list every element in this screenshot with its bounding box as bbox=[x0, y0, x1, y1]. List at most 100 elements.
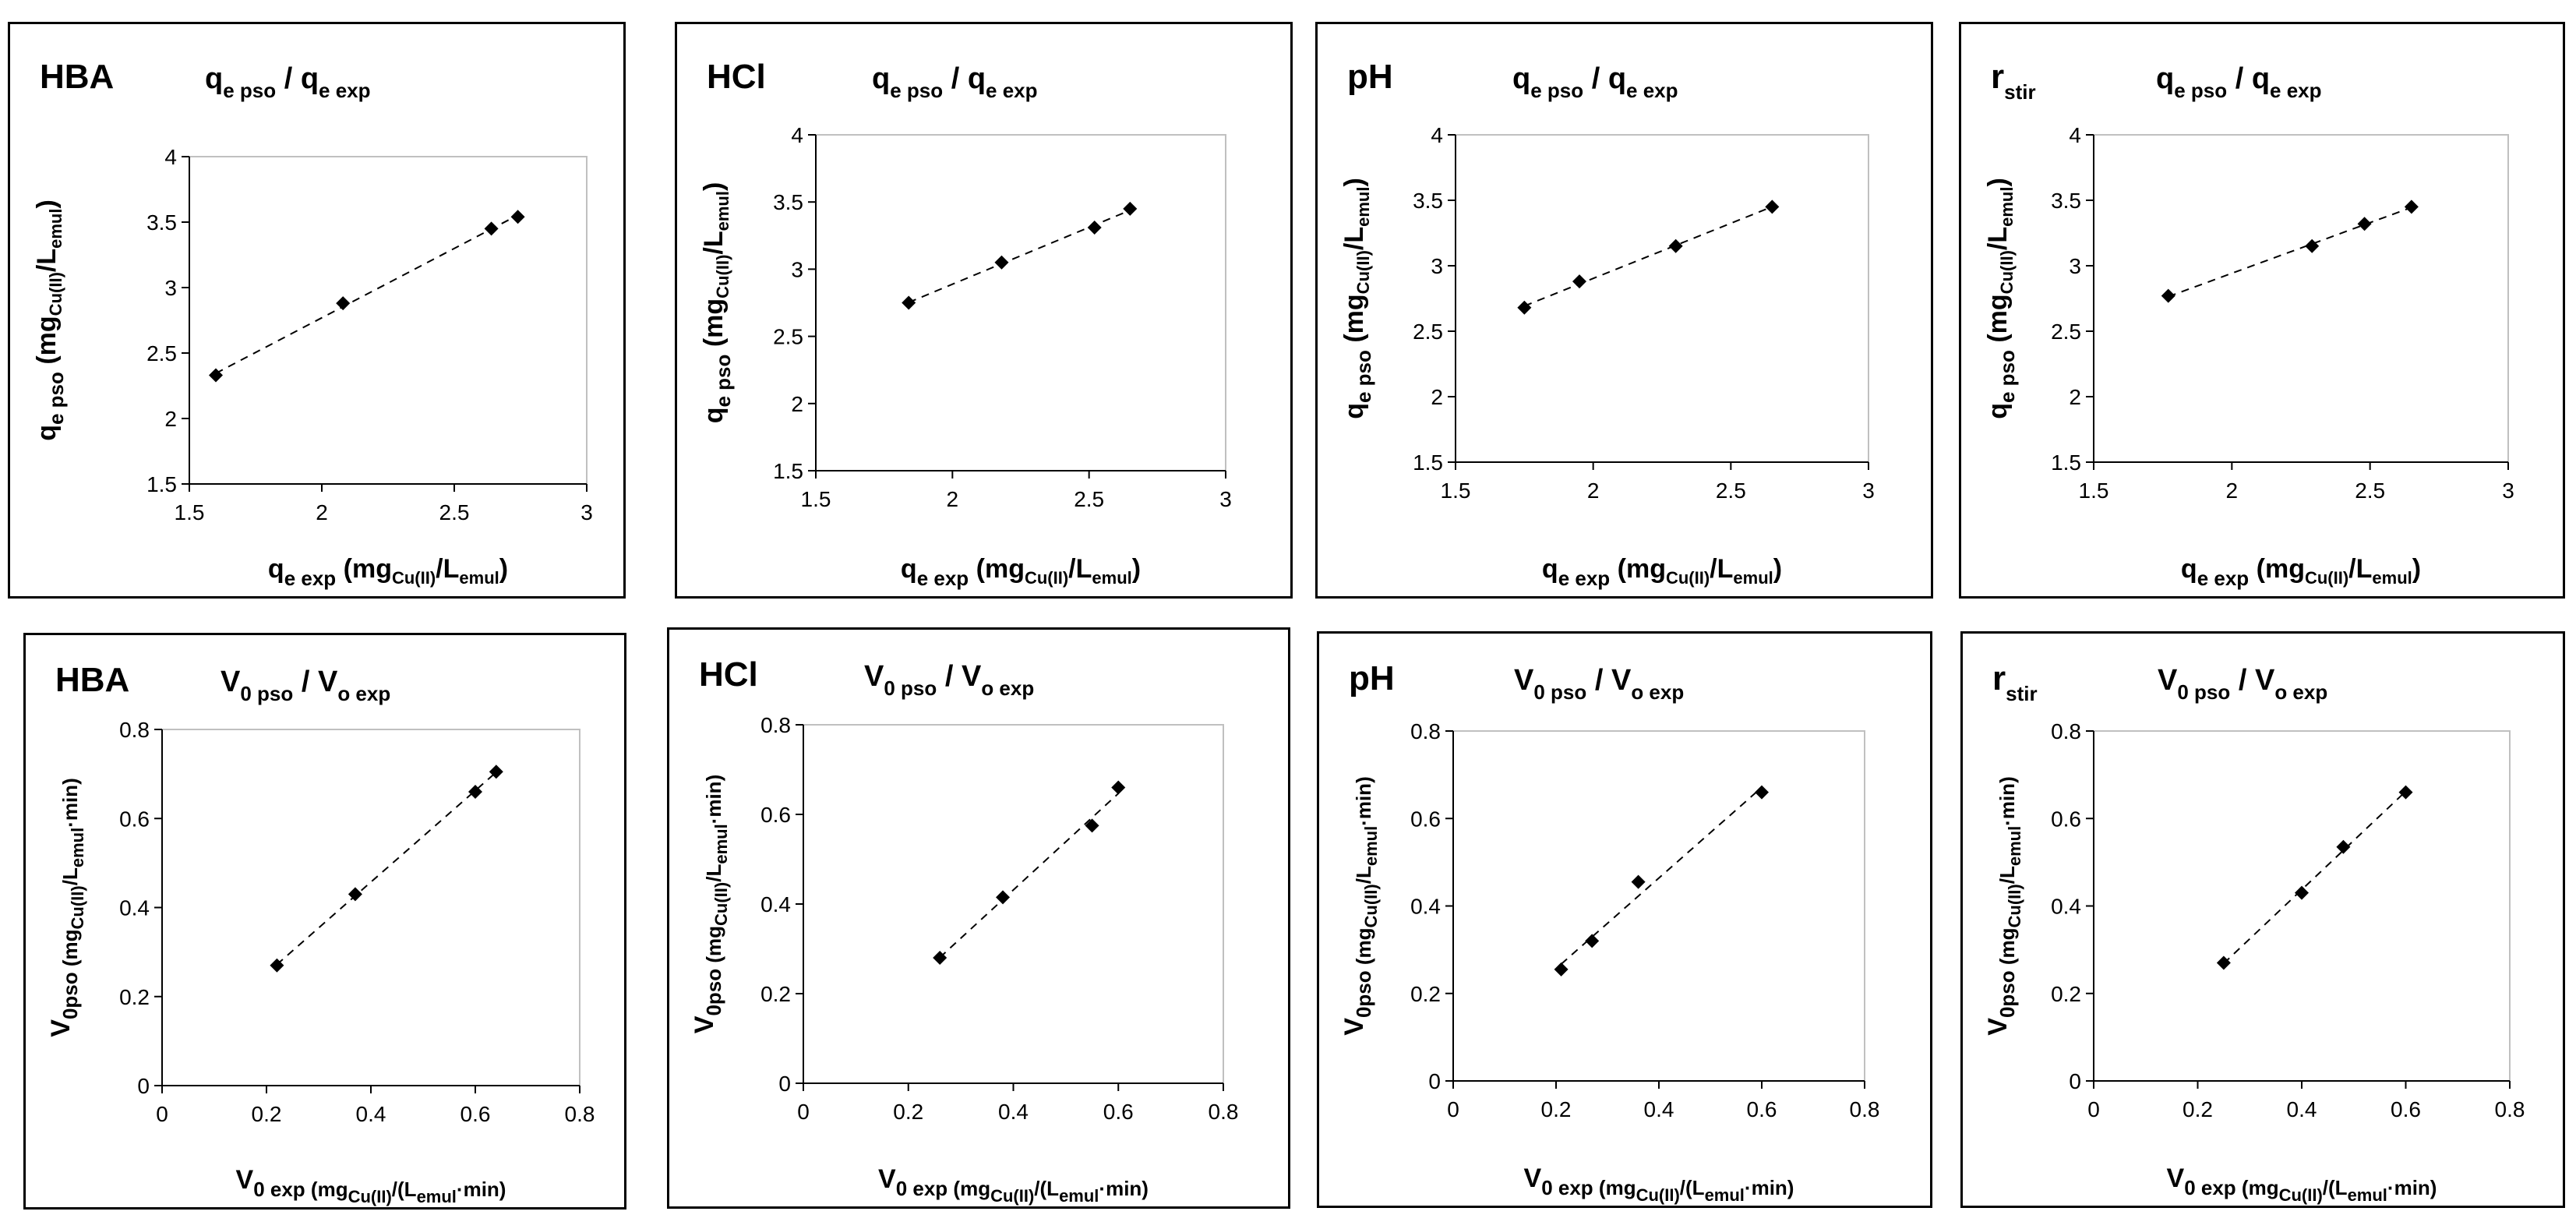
chart-svg: 1.5 2 2.5 3 3.5 4 1.5 2 2.5 3 rstir qe pso / qe exp… bbox=[1983, 58, 2514, 590]
y-tick-label: 3 bbox=[164, 276, 177, 300]
trendline bbox=[276, 772, 497, 966]
chart-title: V0 pso / Vo exp bbox=[864, 660, 1034, 700]
chart-panel: 1.5 2 2.5 3 3.5 4 1.5 2 2.5 3 HCl qe pso / qe exp qe… bbox=[675, 22, 1293, 599]
data-point bbox=[270, 958, 284, 973]
data-point bbox=[1123, 201, 1138, 216]
data-point bbox=[1765, 200, 1780, 214]
data-point bbox=[1668, 238, 1683, 253]
data-point bbox=[2404, 200, 2419, 214]
y-tick-label: 2 bbox=[164, 407, 177, 431]
data-point bbox=[2336, 839, 2351, 854]
y-tick-label: 0.6 bbox=[760, 803, 791, 827]
y-tick-label: 2 bbox=[1431, 385, 1443, 409]
x-axis-label: V0 exp (mgCu(II)/(Lemul·min) bbox=[1524, 1164, 1794, 1205]
x-tick-label: 2 bbox=[1587, 479, 1600, 503]
panel-label: HCl bbox=[699, 655, 758, 694]
plot-area bbox=[1452, 730, 1865, 1082]
y-tick-label: 3.5 bbox=[1413, 189, 1443, 213]
x-tick-label: 0.4 bbox=[1644, 1097, 1674, 1121]
data-point bbox=[2295, 885, 2309, 900]
x-tick-label: 0 bbox=[2087, 1097, 2100, 1121]
y-axis-label: V0pso (mgCu(II)/Lemul·min) bbox=[690, 775, 731, 1033]
panel-label: HCl bbox=[707, 58, 766, 96]
y-tick-label: 0.4 bbox=[2051, 895, 2081, 919]
x-tick-label: 2.5 bbox=[439, 500, 470, 524]
plot-area bbox=[161, 729, 580, 1086]
x-tick-label: 2.5 bbox=[1716, 479, 1746, 503]
y-tick-label: 1.5 bbox=[773, 459, 803, 483]
x-tick-label: 2.5 bbox=[2355, 479, 2385, 503]
data-point bbox=[2305, 238, 2320, 253]
x-tick-label: 0.8 bbox=[2495, 1097, 2525, 1121]
x-axis-label: V0 exp (mgCu(II)/(Lemul·min) bbox=[2167, 1164, 2437, 1205]
x-tick-label: 1.5 bbox=[801, 487, 831, 511]
chart-panel: 1.5 2 2.5 3 3.5 4 1.5 2 2.5 3 HBA qe pso / qe exp qe… bbox=[8, 22, 626, 599]
trendline bbox=[939, 793, 1119, 959]
y-tick-label: 0.6 bbox=[119, 807, 150, 831]
x-tick-label: 0 bbox=[156, 1102, 168, 1126]
chart-svg: 0 0.2 0.4 0.6 0.8 0 0.2 0.4 0.6 0.8 pH V0 pso / Vo … bbox=[1339, 659, 1880, 1205]
y-axis-label: qe pso (mgCu(II)/Lemul) bbox=[32, 200, 68, 441]
y-tick-label: 0.4 bbox=[760, 892, 791, 916]
y-tick-label: 2.5 bbox=[1413, 320, 1443, 344]
chart-title: V0 pso / Vo exp bbox=[2158, 664, 2327, 704]
data-point bbox=[2398, 785, 2413, 800]
x-tick-label: 2.5 bbox=[1074, 487, 1104, 511]
data-point bbox=[1517, 300, 1532, 315]
chart-title: V0 pso / Vo exp bbox=[1514, 664, 1684, 704]
data-point bbox=[489, 765, 503, 779]
y-tick-label: 3 bbox=[2069, 254, 2081, 278]
data-point bbox=[996, 890, 1011, 905]
data-point bbox=[1111, 780, 1126, 795]
x-axis-label: qe exp (mgCu(II)/Lemul) bbox=[268, 554, 508, 590]
x-tick-label: 0.8 bbox=[565, 1102, 595, 1126]
x-tick-label: 0.8 bbox=[1850, 1097, 1880, 1121]
x-tick-label: 1.5 bbox=[175, 500, 205, 524]
y-tick-label: 0.6 bbox=[2051, 807, 2081, 831]
data-point bbox=[348, 887, 362, 902]
data-point bbox=[994, 255, 1009, 270]
data-point bbox=[2161, 288, 2175, 303]
trendline bbox=[1523, 206, 1773, 307]
y-tick-label: 4 bbox=[164, 145, 177, 169]
y-axis-label: V0pso (mgCu(II)/Lemul·min) bbox=[46, 778, 87, 1037]
x-tick-label: 2 bbox=[316, 500, 328, 524]
x-tick-label: 0.2 bbox=[252, 1102, 282, 1126]
y-tick-label: 3.5 bbox=[773, 190, 803, 214]
y-tick-label: 1.5 bbox=[2051, 450, 2081, 475]
y-tick-label: 0 bbox=[2069, 1069, 2081, 1093]
data-point bbox=[1631, 874, 1646, 889]
y-tick-label: 0.2 bbox=[119, 985, 150, 1009]
chart-title: qe pso / qe exp bbox=[1512, 62, 1678, 102]
trendline bbox=[215, 214, 519, 374]
y-tick-label: 0 bbox=[1428, 1069, 1441, 1093]
x-axis-label: qe exp (mgCu(II)/Lemul) bbox=[901, 554, 1141, 590]
y-tick-label: 2 bbox=[2069, 385, 2081, 409]
chart-svg: 0 0.2 0.4 0.6 0.8 0 0.2 0.4 0.6 0.8 HBA V0 pso / Vo… bbox=[46, 661, 595, 1206]
chart-panel: 0 0.2 0.4 0.6 0.8 0 0.2 0.4 0.6 0.8 pH V0 pso / Vo … bbox=[1317, 631, 1932, 1208]
chart-title: qe pso / qe exp bbox=[2156, 62, 2322, 102]
y-axis-label: qe pso (mgCu(II)/Lemul) bbox=[1339, 178, 1375, 419]
plot-area bbox=[2093, 730, 2511, 1082]
y-tick-label: 3 bbox=[791, 257, 803, 281]
y-tick-label: 2.5 bbox=[773, 325, 803, 349]
x-tick-label: 0 bbox=[797, 1100, 810, 1124]
panel-label: pH bbox=[1347, 58, 1393, 96]
y-tick-label: 0.4 bbox=[1410, 895, 1441, 919]
y-axis-label: qe pso (mgCu(II)/Lemul) bbox=[699, 182, 735, 424]
y-tick-label: 4 bbox=[2069, 123, 2081, 147]
y-tick-label: 3.5 bbox=[146, 210, 177, 235]
x-tick-label: 0.4 bbox=[2287, 1097, 2317, 1121]
trendline bbox=[1560, 786, 1763, 965]
x-tick-label: 0.8 bbox=[1209, 1100, 1239, 1124]
x-tick-label: 0.2 bbox=[2183, 1097, 2213, 1121]
y-tick-label: 0.2 bbox=[2051, 982, 2081, 1006]
x-axis-label: V0 exp (mgCu(II)/(Lemul·min) bbox=[236, 1165, 506, 1206]
data-point bbox=[209, 368, 223, 383]
x-tick-label: 0.4 bbox=[356, 1102, 386, 1126]
x-tick-label: 3 bbox=[1862, 479, 1875, 503]
data-point bbox=[1554, 962, 1569, 976]
x-tick-label: 0 bbox=[1447, 1097, 1459, 1121]
y-tick-label: 1.5 bbox=[1413, 450, 1443, 475]
